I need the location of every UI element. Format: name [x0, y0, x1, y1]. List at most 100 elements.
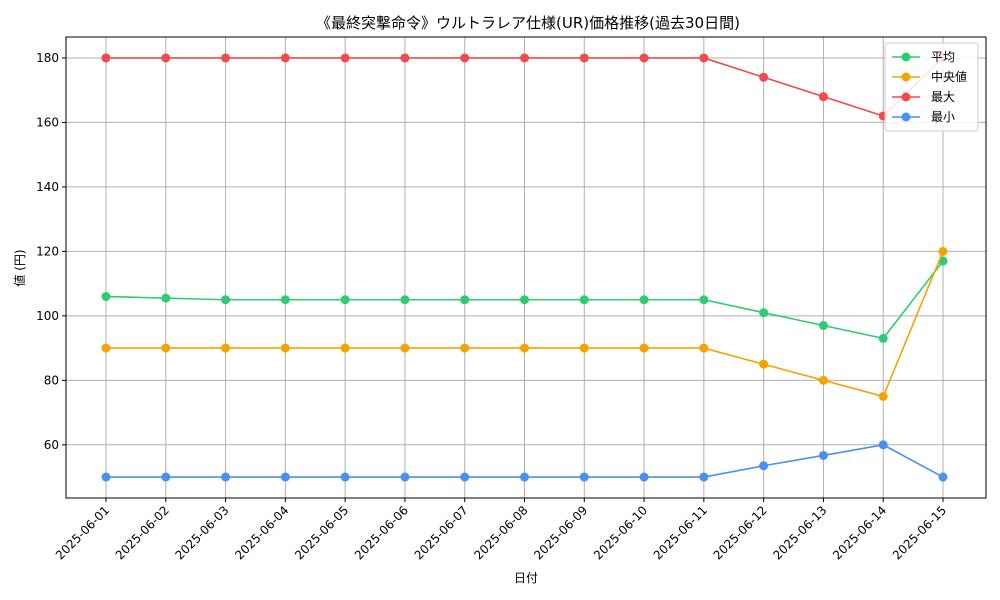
y-tick-label: 100: [36, 309, 59, 323]
x-tick-label: 2025-06-09: [531, 503, 590, 562]
y-tick-label: 160: [36, 115, 59, 129]
data-point: [878, 333, 888, 343]
data-point: [759, 359, 769, 369]
y-tick-label: 120: [36, 244, 59, 258]
data-point: [699, 472, 709, 482]
legend-item: 最大: [892, 90, 955, 104]
legend-swatch-marker: [901, 52, 911, 62]
y-tick-label: 80: [44, 373, 59, 387]
data-point: [460, 295, 470, 305]
y-axis-label: 値 (円): [12, 249, 27, 286]
legend-item: 平均: [892, 50, 955, 64]
data-point: [818, 321, 828, 331]
x-tick-label: 2025-06-11: [651, 503, 710, 562]
x-tick-label: 2025-06-10: [591, 503, 650, 562]
data-point: [878, 391, 888, 401]
x-tick-label: 2025-06-04: [232, 503, 291, 562]
data-point: [161, 472, 171, 482]
data-point: [400, 343, 410, 353]
data-point: [101, 292, 111, 302]
data-point: [759, 72, 769, 82]
data-point: [639, 343, 649, 353]
data-point: [280, 295, 290, 305]
legend-item: 最小: [892, 110, 955, 124]
legend-label: 最大: [931, 90, 955, 104]
legend-label: 中央値: [931, 69, 967, 84]
x-tick-label: 2025-06-15: [890, 503, 949, 562]
data-point: [639, 295, 649, 305]
data-point: [699, 343, 709, 353]
series-平均: [101, 256, 948, 343]
data-point: [101, 53, 111, 63]
legend-swatch-marker: [901, 72, 911, 82]
data-point: [221, 343, 231, 353]
data-point: [818, 92, 828, 102]
data-point: [161, 53, 171, 63]
x-tick-label: 2025-06-03: [172, 503, 231, 562]
legend-swatch-marker: [901, 92, 911, 102]
data-point: [938, 246, 948, 256]
data-point: [280, 343, 290, 353]
data-point: [340, 343, 350, 353]
y-tick-label: 140: [36, 180, 59, 194]
legend-item: 中央値: [892, 69, 967, 84]
x-tick-label: 2025-06-05: [292, 503, 351, 562]
series-中央値: [101, 246, 948, 401]
x-tick-label: 2025-06-14: [830, 503, 889, 562]
data-point: [699, 295, 709, 305]
data-point: [400, 295, 410, 305]
x-tick-label: 2025-06-12: [711, 503, 770, 562]
data-point: [759, 308, 769, 318]
data-point: [221, 53, 231, 63]
legend-box: [884, 42, 979, 132]
data-point: [579, 295, 589, 305]
data-point: [818, 375, 828, 385]
data-point: [579, 472, 589, 482]
y-axis: 60 80 100 120 140 160 180: [36, 51, 66, 452]
data-point: [221, 472, 231, 482]
data-point: [460, 53, 470, 63]
data-point: [161, 343, 171, 353]
data-point: [101, 472, 111, 482]
x-tick-label: 2025-06-07: [412, 503, 471, 562]
data-point: [460, 472, 470, 482]
data-point: [280, 53, 290, 63]
data-point: [699, 53, 709, 63]
chart-title: 《最終突撃命令》ウルトラレア仕様(UR)価格推移(過去30日間): [316, 14, 740, 32]
legend-label: 最小: [931, 110, 955, 124]
x-axis: 2025-06-01 2025-06-02 2025-06-03 2025-06-04…: [53, 498, 949, 562]
legend-swatch-marker: [901, 112, 911, 122]
data-point: [221, 295, 231, 305]
data-point: [938, 472, 948, 482]
x-axis-label: 日付: [514, 571, 538, 585]
data-point: [101, 343, 111, 353]
data-point: [340, 53, 350, 63]
data-point: [759, 461, 769, 471]
data-point: [460, 343, 470, 353]
data-point: [161, 293, 171, 303]
x-tick-label: 2025-06-06: [352, 503, 411, 562]
grid: [66, 37, 986, 498]
data-point: [520, 53, 529, 63]
legend-label: 平均: [931, 50, 955, 64]
data-point: [520, 472, 529, 482]
series-最小: [101, 440, 948, 482]
data-point: [878, 440, 888, 450]
data-point: [340, 295, 350, 305]
data-point: [639, 472, 649, 482]
plot-frame: [65, 36, 987, 499]
data-point: [400, 472, 410, 482]
data-point: [340, 472, 350, 482]
x-tick-label: 2025-06-08: [471, 503, 530, 562]
x-tick-label: 2025-06-02: [113, 503, 172, 562]
data-point: [579, 343, 589, 353]
data-point: [818, 450, 828, 460]
data-point: [400, 53, 410, 63]
data-point: [520, 295, 529, 305]
data-point: [579, 53, 589, 63]
x-tick-label: 2025-06-13: [770, 503, 829, 562]
y-tick-label: 180: [36, 51, 59, 65]
y-tick-label: 60: [44, 438, 59, 452]
